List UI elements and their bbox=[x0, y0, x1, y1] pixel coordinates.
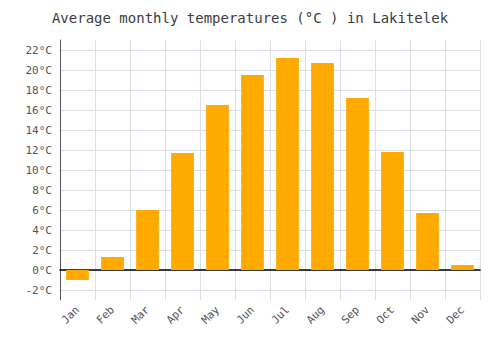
svg-text:14°C: 14°C bbox=[26, 124, 53, 137]
svg-text:Oct: Oct bbox=[374, 303, 397, 326]
svg-text:18°C: 18°C bbox=[26, 84, 53, 97]
svg-text:Jun: Jun bbox=[234, 303, 257, 326]
svg-text:20°C: 20°C bbox=[26, 64, 53, 77]
svg-text:16°C: 16°C bbox=[26, 104, 53, 117]
svg-text:Jul: Jul bbox=[269, 303, 292, 326]
svg-text:Sep: Sep bbox=[339, 303, 362, 326]
svg-text:Aug: Aug bbox=[304, 303, 327, 326]
svg-text:Jan: Jan bbox=[59, 303, 82, 326]
svg-text:4°C: 4°C bbox=[32, 224, 52, 237]
svg-text:May: May bbox=[199, 303, 222, 326]
svg-text:6°C: 6°C bbox=[32, 204, 52, 217]
svg-text:Mar: Mar bbox=[129, 303, 152, 326]
svg-text:12°C: 12°C bbox=[26, 144, 53, 157]
svg-text:2°C: 2°C bbox=[32, 244, 52, 257]
svg-text:-2°C: -2°C bbox=[26, 284, 53, 297]
svg-text:8°C: 8°C bbox=[32, 184, 52, 197]
svg-text:Average monthly temperatures (: Average monthly temperatures (°C ) in La… bbox=[52, 10, 449, 26]
svg-text:Nov: Nov bbox=[409, 303, 432, 326]
svg-text:Apr: Apr bbox=[164, 303, 187, 326]
svg-text:0°C: 0°C bbox=[32, 264, 52, 277]
svg-text:Feb: Feb bbox=[94, 303, 117, 326]
svg-text:10°C: 10°C bbox=[26, 164, 53, 177]
svg-text:Dec: Dec bbox=[444, 303, 467, 326]
svg-text:22°C: 22°C bbox=[26, 44, 53, 57]
